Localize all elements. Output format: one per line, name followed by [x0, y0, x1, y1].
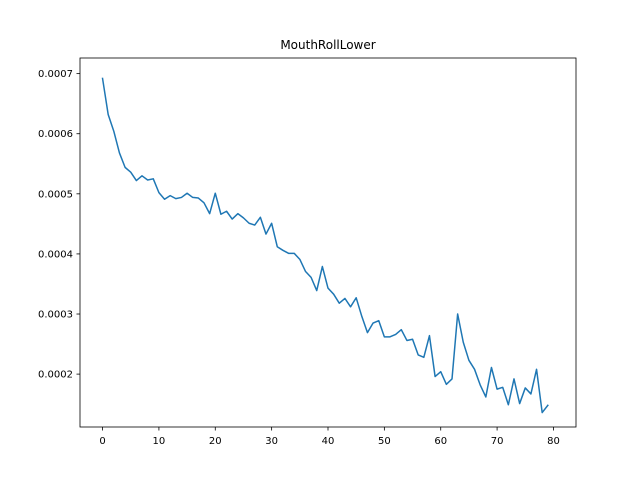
x-tick-label: 80 [547, 436, 560, 447]
x-tick-label: 50 [378, 436, 391, 447]
y-tick-label: 0.0003 [38, 310, 73, 321]
x-tick-label: 30 [265, 436, 278, 447]
x-tick-label: 0 [99, 436, 105, 447]
y-tick-label: 0.0007 [38, 69, 73, 80]
y-axis: 0.0002 0.0003 0.0004 0.0005 0.0006 0.0007 [38, 69, 80, 381]
x-tick-label: 60 [434, 436, 447, 447]
y-tick-label: 0.0006 [38, 129, 73, 140]
y-tick-label: 0.0005 [38, 189, 73, 200]
series-line-0 [101, 77, 549, 414]
plot-frame [79, 57, 577, 428]
x-tick-label: 20 [209, 436, 222, 447]
x-tick-label: 70 [491, 436, 504, 447]
y-tick-label: 0.0004 [38, 249, 73, 260]
y-tick-label: 0.0002 [38, 370, 73, 381]
x-tick-label: 40 [322, 436, 335, 447]
plot-area [101, 77, 549, 414]
x-tick-label: 10 [153, 436, 166, 447]
x-axis: 0 10 20 30 40 50 60 70 80 [99, 427, 560, 447]
chart-title: MouthRollLower [280, 38, 375, 52]
